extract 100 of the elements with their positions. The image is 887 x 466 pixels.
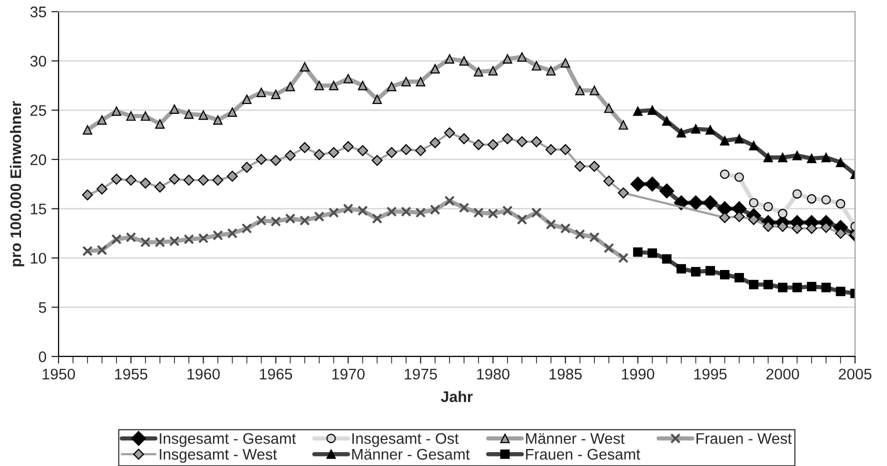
point — [372, 94, 382, 104]
x-tick-label: 1985 — [550, 368, 582, 380]
x-tick-label: 1965 — [260, 368, 292, 380]
point — [717, 201, 732, 216]
point — [778, 282, 788, 292]
point — [416, 76, 426, 86]
point — [357, 145, 368, 156]
point — [358, 80, 368, 90]
legend-label: Männer - West — [526, 433, 625, 444]
point — [140, 178, 151, 189]
legend-label: Frauen - Gesamt — [526, 448, 640, 460]
point — [112, 106, 122, 116]
point — [734, 272, 744, 282]
point — [284, 150, 296, 161]
point — [415, 145, 426, 156]
point — [299, 142, 310, 154]
point — [836, 158, 846, 168]
point — [603, 176, 614, 187]
point — [314, 80, 324, 90]
point — [662, 254, 672, 264]
point — [748, 280, 758, 290]
point — [228, 107, 238, 117]
point — [777, 220, 788, 232]
point — [430, 64, 440, 74]
point — [140, 111, 150, 121]
x-tick-label: 2000 — [766, 368, 800, 380]
point — [719, 212, 730, 224]
point — [762, 220, 774, 232]
x-tick-label: 1975 — [404, 368, 437, 380]
point — [633, 106, 643, 116]
point — [792, 189, 802, 199]
point — [343, 74, 353, 84]
point — [502, 54, 512, 64]
point — [212, 174, 224, 186]
point — [691, 124, 700, 134]
point — [386, 147, 398, 158]
point — [648, 248, 658, 258]
point — [198, 110, 208, 120]
point — [778, 208, 788, 218]
x-tick-label: 2005 — [838, 368, 872, 380]
point — [763, 152, 773, 162]
x-tick-label: 1950 — [42, 368, 75, 380]
point — [806, 282, 816, 292]
legend-label: Männer - Gesamt — [352, 448, 470, 460]
point — [532, 61, 542, 71]
point — [226, 170, 238, 182]
x-tick-label: 1970 — [332, 368, 365, 380]
point — [662, 116, 672, 126]
point — [676, 128, 686, 138]
point — [328, 147, 340, 158]
y-tick-label: 35 — [30, 6, 46, 18]
x-tick-label: 1990 — [622, 368, 654, 380]
point — [125, 174, 136, 186]
x-tick-label: 1960 — [188, 368, 220, 380]
point — [271, 90, 280, 100]
point — [792, 282, 802, 292]
point — [659, 184, 674, 198]
point — [502, 133, 513, 144]
legend-label: Frauen - West — [696, 433, 792, 444]
point — [720, 136, 730, 146]
point — [590, 86, 600, 96]
y-tick-label: 30 — [30, 56, 46, 67]
point — [328, 80, 338, 90]
point — [126, 111, 136, 121]
point — [474, 67, 484, 76]
point — [184, 109, 194, 119]
point — [198, 174, 209, 186]
point — [820, 222, 832, 233]
point — [96, 184, 108, 194]
point — [748, 214, 760, 226]
point — [575, 86, 585, 96]
point — [444, 127, 456, 138]
point — [688, 195, 704, 210]
point — [574, 160, 586, 172]
y-tick-label: 20 — [30, 154, 46, 166]
point — [618, 120, 628, 130]
point — [676, 264, 686, 274]
x-tick-label: 1995 — [694, 368, 727, 380]
point — [183, 174, 194, 186]
point — [459, 56, 469, 66]
point — [488, 66, 498, 76]
point — [300, 62, 310, 72]
point — [213, 115, 223, 125]
point — [111, 174, 122, 185]
point — [720, 270, 730, 280]
point — [630, 176, 646, 192]
point — [734, 172, 744, 182]
point — [560, 144, 571, 156]
point — [517, 52, 527, 62]
point — [516, 136, 528, 148]
y-axis-title: pro 100.000 Einwohner — [10, 101, 24, 266]
point — [763, 280, 773, 290]
point — [342, 141, 354, 152]
point — [748, 198, 758, 208]
point — [720, 169, 730, 179]
point — [748, 140, 758, 150]
point — [155, 119, 165, 129]
point — [170, 104, 180, 114]
point — [488, 139, 498, 150]
x-tick-label: 1955 — [115, 368, 148, 380]
